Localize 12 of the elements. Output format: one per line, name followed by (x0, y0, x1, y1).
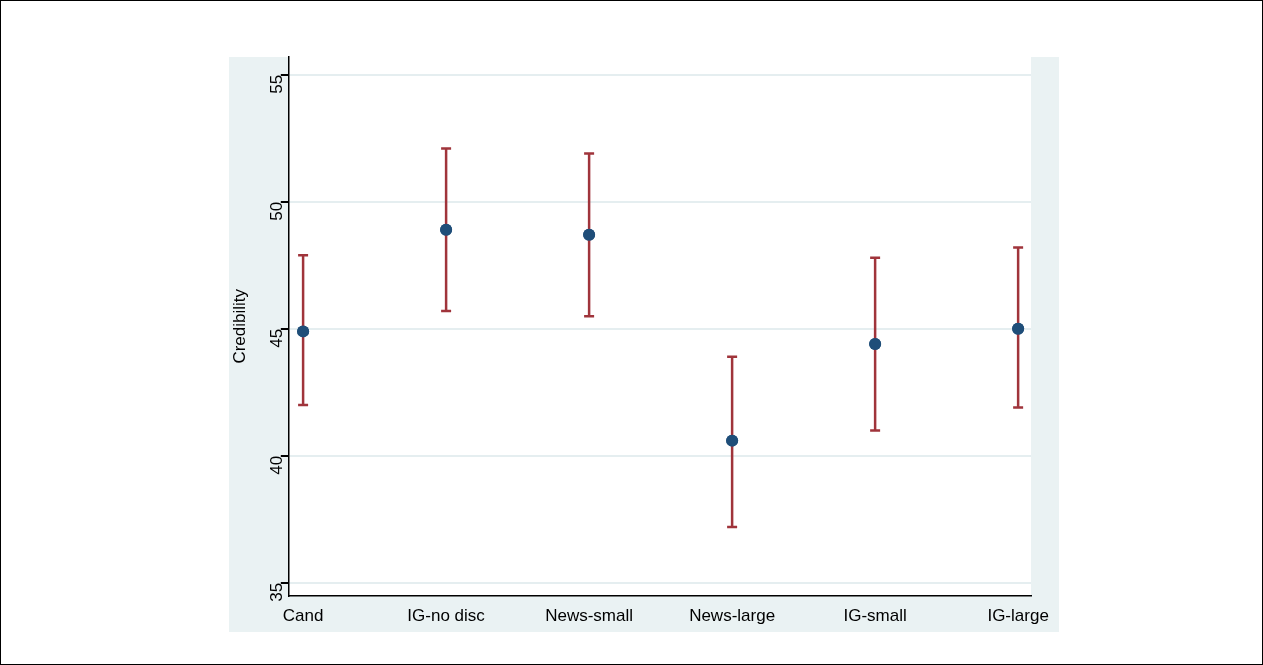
y-tick-label: 40 (267, 455, 287, 475)
x-tick-label: News-small (545, 606, 634, 626)
x-tick-label: IG-small (843, 606, 907, 626)
x-tick-label: Cand (282, 606, 324, 626)
y-tick-label: 35 (267, 582, 287, 602)
y-tick-label: 55 (267, 74, 287, 94)
x-tick-label: News-large (689, 606, 776, 626)
y-tick-label: 50 (267, 201, 287, 221)
x-tick-label: IG-no disc (407, 606, 486, 626)
y-tick-label: 45 (267, 328, 287, 348)
x-tick-label: IG-large (987, 606, 1049, 626)
y-axis-title: Credibility (229, 288, 249, 364)
